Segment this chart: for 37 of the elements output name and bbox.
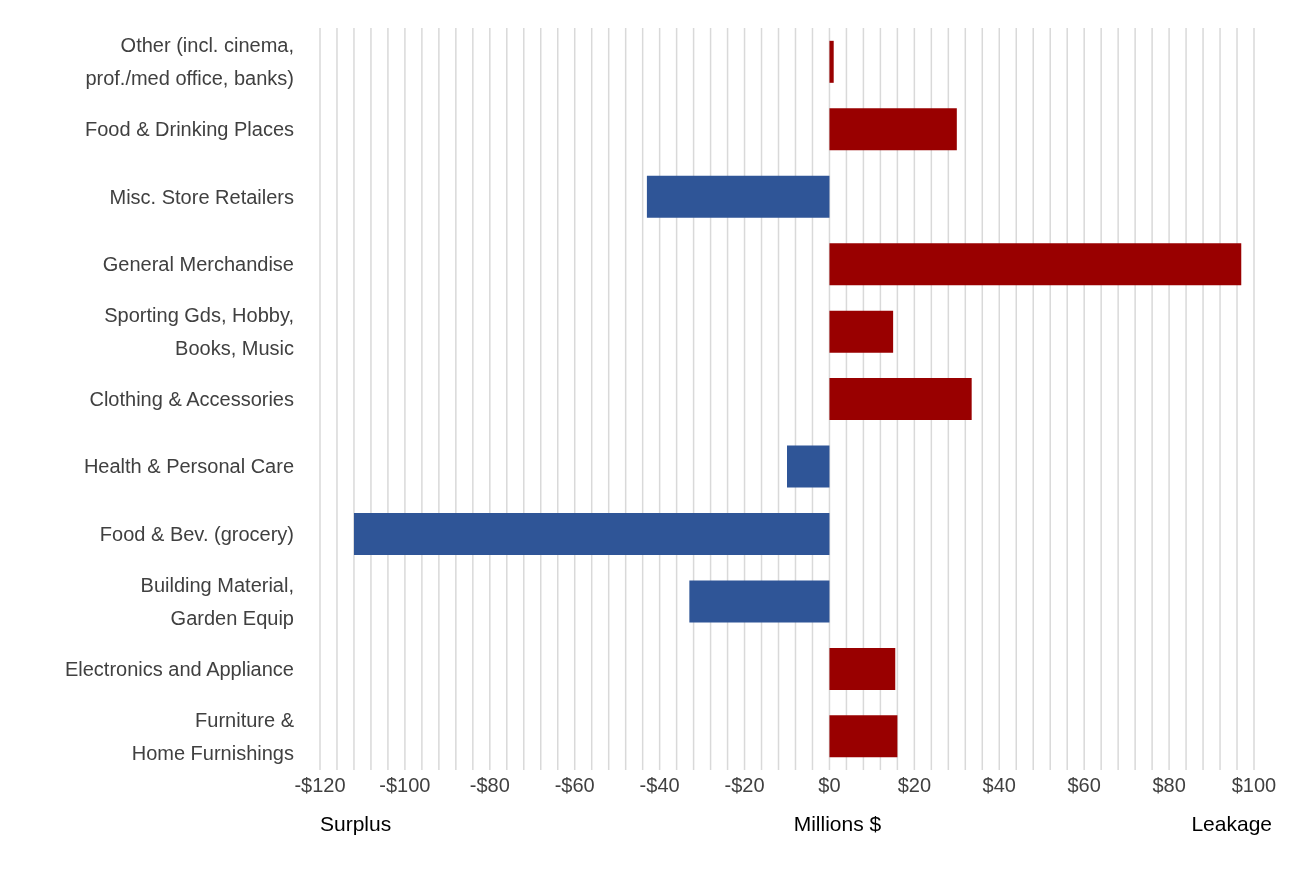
x-tick-label: $40 — [982, 774, 1016, 797]
x-tick-label: -$120 — [294, 774, 346, 797]
bar — [646, 175, 830, 218]
y-tick-label: Furniture & Home Furnishings — [131, 708, 295, 764]
bar — [829, 715, 898, 758]
bar — [829, 310, 894, 353]
y-tick-label: Health & Personal Care — [83, 455, 294, 478]
y-tick-label: General Merchandise — [102, 253, 294, 276]
x-tick-label: -$60 — [554, 774, 595, 797]
x-axis-title: Millions $ — [793, 812, 882, 836]
x-tick-label: $100 — [1231, 774, 1277, 797]
text: Surplus — [320, 812, 392, 836]
x-tick-label: -$100 — [379, 774, 431, 797]
y-tick-label: Clothing & Accessories — [89, 388, 294, 410]
y-tick-label: Misc. Store Retailers — [109, 185, 294, 208]
bar — [689, 580, 830, 623]
text: Leakage — [1191, 812, 1272, 836]
bar — [829, 40, 834, 83]
bar — [829, 108, 957, 151]
bar — [829, 378, 972, 421]
bar — [353, 513, 830, 555]
y-tick-label: Other (incl. cinema, prof./med office, banks) — [85, 34, 294, 90]
x-tick-label: -$40 — [639, 774, 680, 797]
y-tick-label: Building Material, Garden Equip — [140, 573, 294, 629]
x-tick-label: $0 — [818, 774, 841, 797]
y-tick-label: Sporting Gds, Hobby, Books, Music — [104, 304, 294, 360]
x-tick-label: $60 — [1067, 774, 1101, 797]
x-tick-label: $80 — [1152, 774, 1186, 797]
x-tick-label: $20 — [897, 774, 932, 797]
y-tick-label: Food & Drinking Places — [85, 118, 294, 141]
bar — [829, 243, 1242, 286]
x-tick-label: -$20 — [724, 774, 765, 797]
x-tick-label: -$80 — [469, 774, 510, 797]
bar — [829, 647, 896, 690]
bar — [787, 445, 830, 488]
y-tick-label: Electronics and Appliance — [64, 657, 294, 680]
y-tick-label: Food & Bev. (grocery) — [99, 522, 294, 545]
